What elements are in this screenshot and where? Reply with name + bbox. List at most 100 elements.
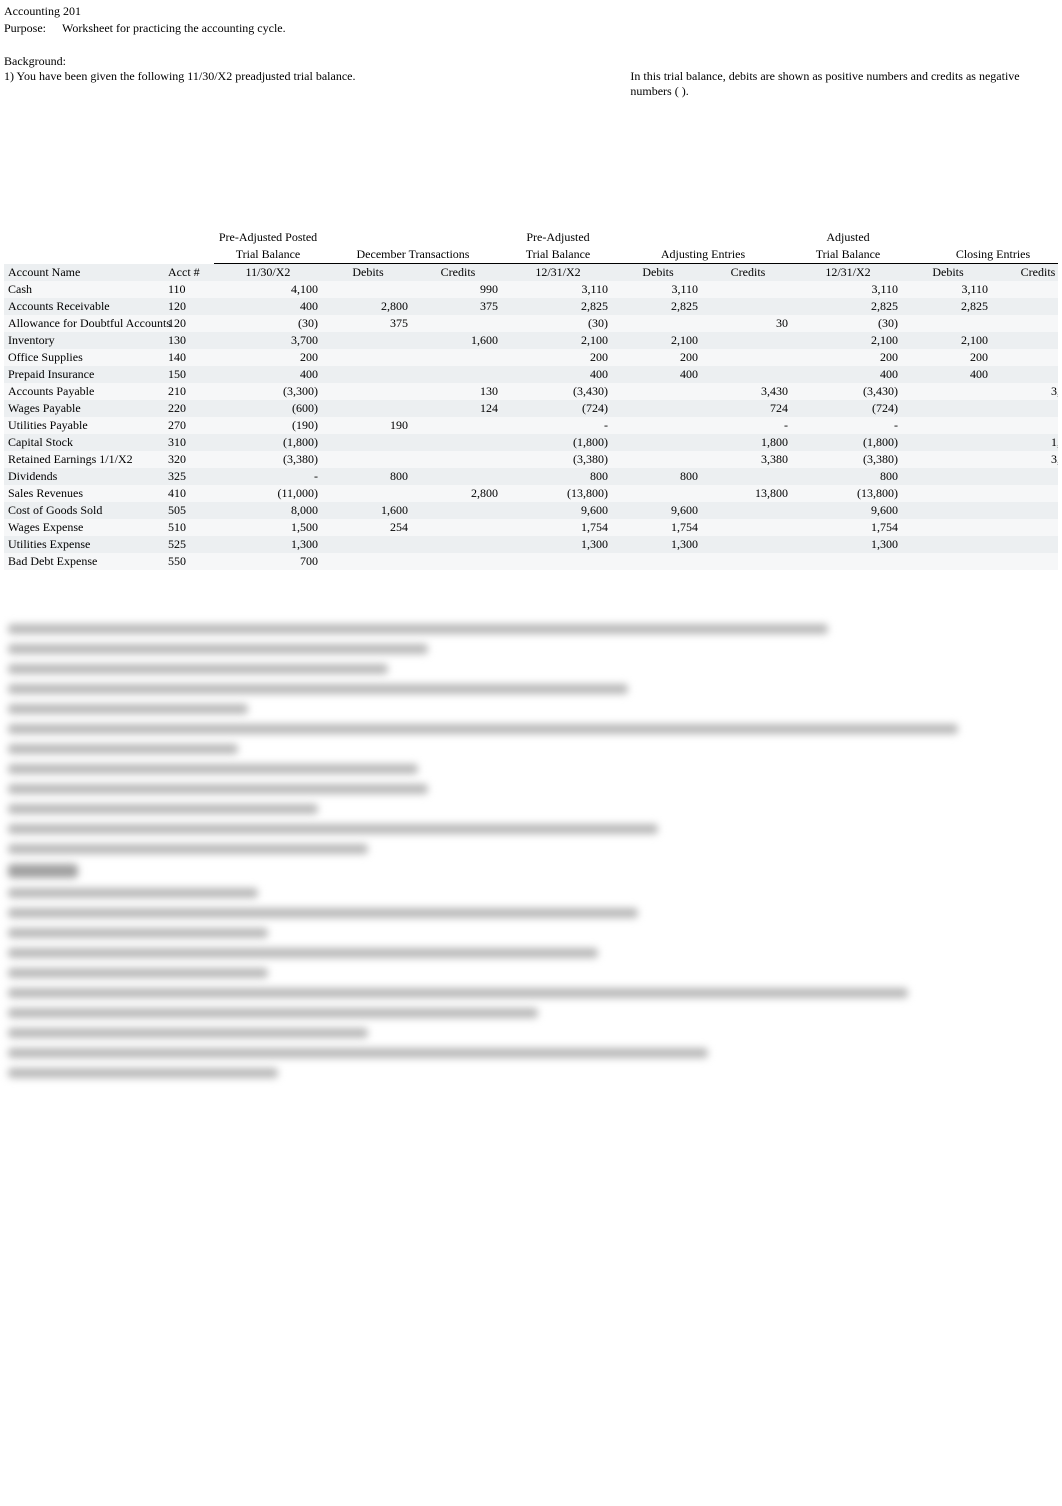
adj-credits-cell	[704, 502, 794, 519]
preadj-posted-cell: (190)	[214, 417, 324, 434]
acct-name-cell: Inventory	[4, 332, 164, 349]
dec-credits-cell	[414, 468, 504, 485]
adj-debits-cell	[614, 417, 704, 434]
dec-credits-cell: 124	[414, 400, 504, 417]
blurred-line	[8, 988, 908, 998]
adj-tb-cell: 800	[794, 468, 904, 485]
preadj-tb-cell: 1,754	[504, 519, 614, 536]
preadj-tb-cell: 9,600	[504, 502, 614, 519]
page-title: Accounting 201	[4, 4, 1058, 19]
dec-credits-cell	[414, 553, 504, 570]
acct-num-cell: 505	[164, 502, 214, 519]
close-debits-cell	[904, 468, 994, 485]
preadj-posted-cell: (11,000)	[214, 485, 324, 502]
preadj-posted-cell: (1,800)	[214, 434, 324, 451]
preadj-tb-cell: (1,800)	[504, 434, 614, 451]
acct-name-cell: Wages Expense	[4, 519, 164, 536]
dec-credits-cell	[414, 536, 504, 553]
blurred-line	[8, 684, 628, 694]
colhdr-date-3: 12/31/X2	[794, 264, 904, 282]
blurred-line	[8, 864, 78, 878]
close-debits-cell	[904, 315, 994, 332]
colhdr-acct-name: Account Name	[4, 264, 164, 282]
adj-tb-cell	[794, 553, 904, 570]
acct-num-cell: 120	[164, 298, 214, 315]
blurred-line	[8, 804, 318, 814]
close-debits-cell: 200	[904, 349, 994, 366]
purpose-text: Worksheet for practicing the accounting …	[62, 21, 286, 36]
acct-num-cell: 140	[164, 349, 214, 366]
adj-credits-cell	[704, 366, 794, 383]
adj-tb-cell: 2,825	[794, 298, 904, 315]
blurred-line	[8, 764, 418, 774]
table-row: Cash1104,1009903,1103,1103,1103,1103,110	[4, 281, 1058, 298]
preadj-tb-cell: 1,300	[504, 536, 614, 553]
dec-credits-cell	[414, 451, 504, 468]
dec-debits-cell: 2,800	[324, 298, 414, 315]
acct-name-cell: Cash	[4, 281, 164, 298]
dec-debits-cell	[324, 400, 414, 417]
acct-num-cell: 525	[164, 536, 214, 553]
blurred-line	[8, 908, 638, 918]
colhdr-acct-num: Acct #	[164, 264, 214, 282]
blurred-line	[8, 744, 238, 754]
dec-debits-cell: 800	[324, 468, 414, 485]
acct-name-cell: Allowance for Doubtful Accounts	[4, 315, 164, 332]
dec-credits-cell	[414, 519, 504, 536]
adj-debits-cell	[614, 315, 704, 332]
close-debits-cell	[904, 383, 994, 400]
acct-name-cell: Accounts Payable	[4, 383, 164, 400]
blurred-line	[8, 1048, 708, 1058]
colhdr-date-2: 12/31/X2	[504, 264, 614, 282]
preadj-posted-cell: 400	[214, 366, 324, 383]
preadj-tb-cell: (724)	[504, 400, 614, 417]
dec-debits-cell	[324, 434, 414, 451]
adj-tb-cell: 200	[794, 349, 904, 366]
close-debits-cell: 3,110	[904, 281, 994, 298]
adj-tb-cell: (3,380)	[794, 451, 904, 468]
adj-tb-cell: (3,430)	[794, 383, 904, 400]
colhdr-adj-l2: Trial Balance	[794, 246, 904, 264]
adj-credits-cell	[704, 281, 794, 298]
blurred-line	[8, 664, 388, 674]
acct-name-cell: Dividends	[4, 468, 164, 485]
preadj-tb-cell: -	[504, 417, 614, 434]
acct-name-cell: Cost of Goods Sold	[4, 502, 164, 519]
table-row: Bad Debt Expense550700	[4, 553, 1058, 570]
dec-debits-cell: 190	[324, 417, 414, 434]
dec-debits-cell	[324, 281, 414, 298]
close-debits-cell	[904, 400, 994, 417]
trial-balance-table: Pre-Adjusted Posted Pre-Adjusted Adjuste…	[4, 229, 1058, 570]
colhdr-date-1: 11/30/X2	[214, 264, 324, 282]
acct-num-cell: 325	[164, 468, 214, 485]
adj-debits-cell: 3,110	[614, 281, 704, 298]
preadj-posted-cell: 400	[214, 298, 324, 315]
acct-num-cell: 150	[164, 366, 214, 383]
adj-credits-cell: 1,800	[704, 434, 794, 451]
adj-tb-cell: (724)	[794, 400, 904, 417]
preadj-tb-cell: 2,100	[504, 332, 614, 349]
adj-credits-cell	[704, 332, 794, 349]
colhdr-closing: Closing Entries	[904, 246, 1058, 264]
acct-name-cell: Capital Stock	[4, 434, 164, 451]
close-credits-cell	[994, 485, 1058, 502]
acct-num-cell: 220	[164, 400, 214, 417]
dec-debits-cell: 1,600	[324, 502, 414, 519]
acct-name-cell: Utilities Payable	[4, 417, 164, 434]
blurred-line	[8, 948, 598, 958]
table-row: Prepaid Insurance150400400400400400400	[4, 366, 1058, 383]
close-debits-cell: 400	[904, 366, 994, 383]
table-row: Wages Expense5101,5002541,7541,7541,754	[4, 519, 1058, 536]
colhdr-adj-entries: Adjusting Entries	[614, 246, 794, 264]
colhdr-preadj-l2: Trial Balance	[504, 246, 614, 264]
preadj-tb-cell: 400	[504, 366, 614, 383]
dec-debits-cell	[324, 349, 414, 366]
table-row: Utilities Expense5251,3001,3001,3001,300	[4, 536, 1058, 553]
close-credits-cell	[994, 332, 1058, 349]
close-credits-cell: 3,430	[994, 383, 1058, 400]
adj-debits-cell: 1,754	[614, 519, 704, 536]
colhdr-preadj-posted-l1: Pre-Adjusted Posted	[214, 229, 324, 246]
preadj-tb-cell: (30)	[504, 315, 614, 332]
blurred-line	[8, 1028, 368, 1038]
blurred-line	[8, 844, 368, 854]
